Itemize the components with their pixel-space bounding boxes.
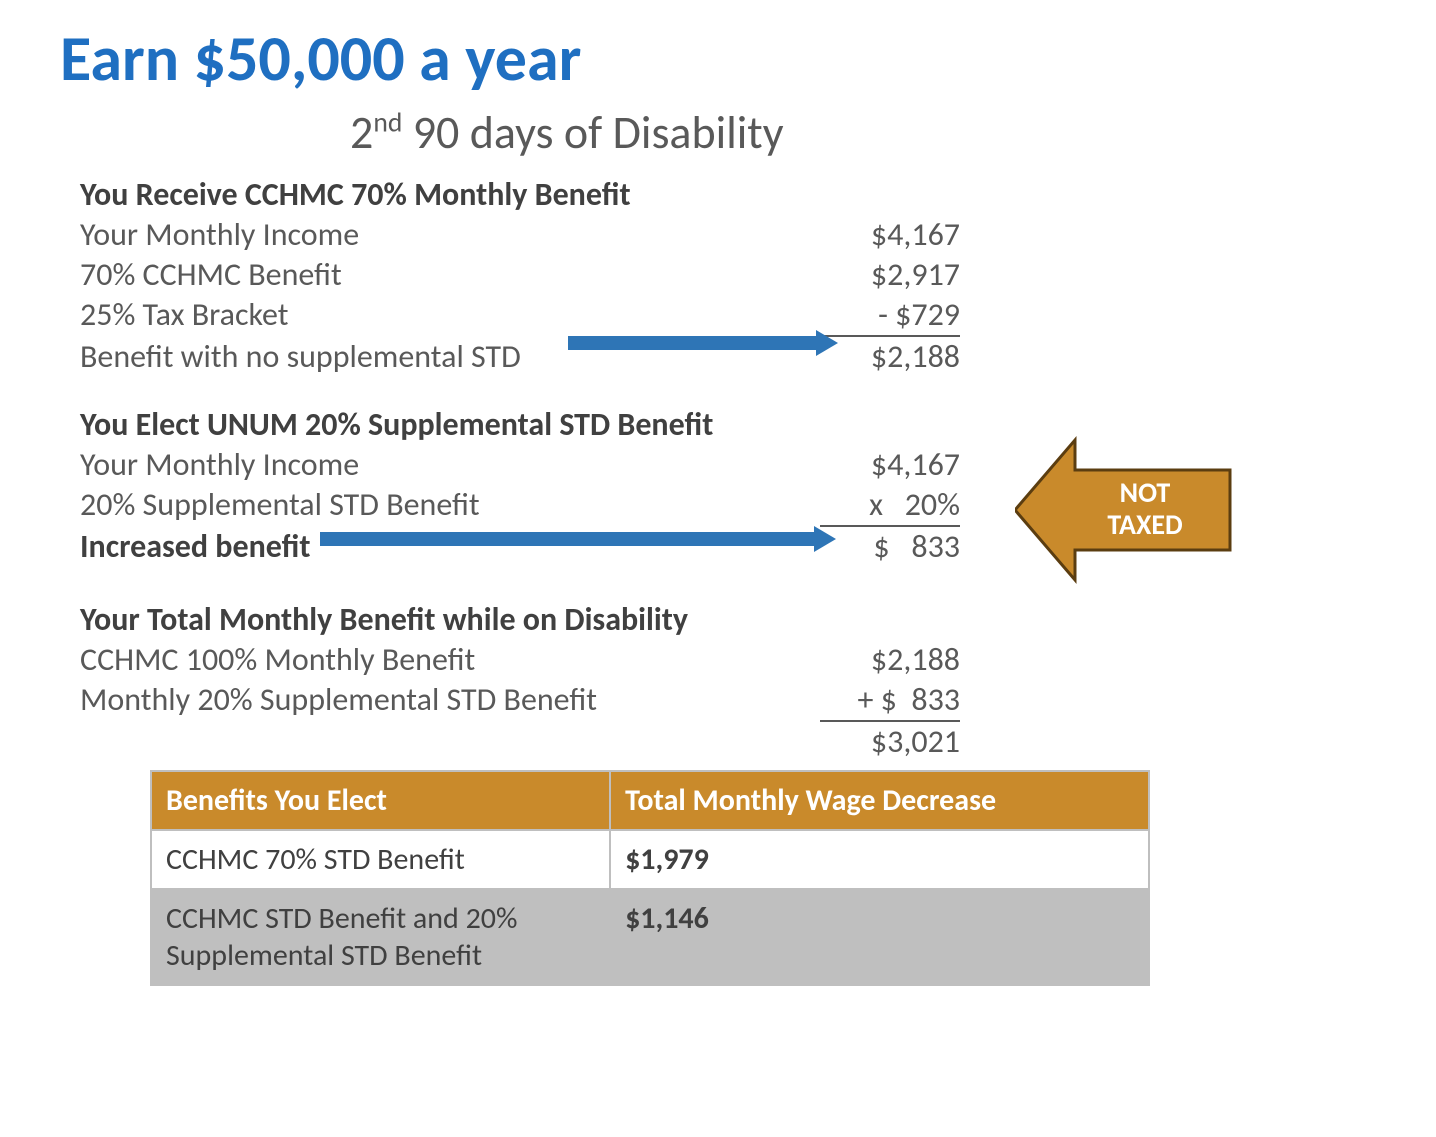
table-header-benefits: Benefits You Elect xyxy=(151,771,610,830)
table-row: CCHMC 70% STD Benefit $1,979 xyxy=(151,830,1149,889)
s1r2-label: 25% Tax Bracket xyxy=(80,295,289,335)
s2r2-value: $ 833 xyxy=(820,527,960,567)
table-r1-benefit: CCHMC STD Benefit and 20% Supplemental S… xyxy=(151,889,610,985)
table-r0-amount: $1,979 xyxy=(610,830,1149,889)
s1r0-value: $4,167 xyxy=(820,215,960,255)
page-subtitle: 2nd 90 days of Disability xyxy=(350,105,784,161)
s3r1-value: + $ 833 xyxy=(820,680,960,722)
callout-line2: TAXED xyxy=(1107,507,1183,542)
subtitle-sup: nd xyxy=(373,107,402,140)
section2-heading: You Elect UNUM 20% Supplemental STD Bene… xyxy=(80,405,960,445)
s2r1-value: x 20% xyxy=(820,485,960,527)
table-r1-amount: $1,146 xyxy=(610,889,1149,985)
wage-decrease-table: Benefits You Elect Total Monthly Wage De… xyxy=(150,770,1150,986)
table-header-decrease: Total Monthly Wage Decrease xyxy=(610,771,1149,830)
s3r0-value: $2,188 xyxy=(820,640,960,680)
s2r1-label: 20% Supplemental STD Benefit xyxy=(80,485,480,525)
s2r0-value: $4,167 xyxy=(820,445,960,485)
table-r0-benefit: CCHMC 70% STD Benefit xyxy=(151,830,610,889)
s2r0-label: Your Monthly Income xyxy=(80,445,359,485)
s1r3-label: Benefit with no supplemental STD xyxy=(80,337,521,377)
arrow-to-benefit-icon xyxy=(568,330,838,356)
section1-heading: You Receive CCHMC 70% Monthly Benefit xyxy=(80,175,960,215)
page-title: Earn $50,000 a year xyxy=(60,20,581,98)
arrow-to-increased-benefit-icon xyxy=(320,526,836,552)
s1r1-value: $2,917 xyxy=(820,255,960,295)
s3r1-label: Monthly 20% Supplemental STD Benefit xyxy=(80,680,597,720)
s1r2-value: - $729 xyxy=(820,295,960,337)
table-row: CCHMC STD Benefit and 20% Supplemental S… xyxy=(151,889,1149,985)
s1r3-value: $2,188 xyxy=(820,337,960,377)
s3r0-label: CCHMC 100% Monthly Benefit xyxy=(80,640,475,680)
s1r1-label: 70% CCHMC Benefit xyxy=(80,255,342,295)
callout-line1: NOT xyxy=(1120,475,1171,510)
s2r2-label: Increased benefit xyxy=(80,527,310,567)
s1r0-label: Your Monthly Income xyxy=(80,215,359,255)
subtitle-post: 90 days of Disability xyxy=(402,105,783,161)
section3-heading: Your Total Monthly Benefit while on Disa… xyxy=(80,600,960,640)
subtitle-pre: 2 xyxy=(350,105,373,161)
not-taxed-callout: NOT TAXED xyxy=(1015,430,1235,590)
section-total-benefit: Your Total Monthly Benefit while on Disa… xyxy=(80,600,960,762)
s3r2-value: $3,021 xyxy=(820,722,960,762)
